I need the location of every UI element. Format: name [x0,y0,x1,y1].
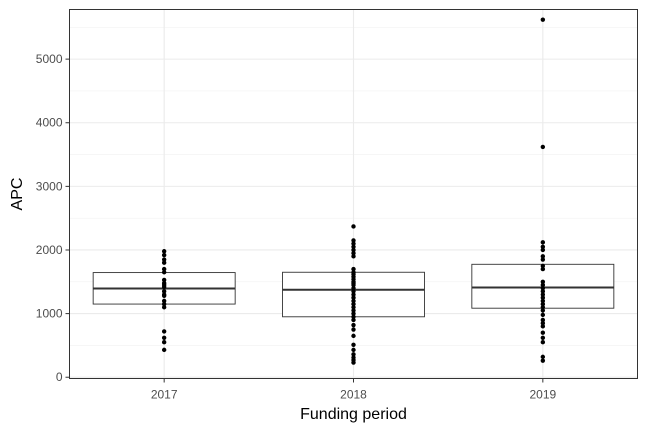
y-tick-label: 1000 [36,307,63,321]
x-tick-label: 2017 [151,388,178,402]
point-2018 [351,224,356,229]
point-2019 [540,295,546,300]
point-2017 [161,289,167,294]
point-2019 [540,285,546,291]
point-2019 [540,305,546,310]
point-2018 [351,311,356,316]
point-2019 [540,240,546,245]
point-2019 [540,320,546,326]
point-2019 [540,317,546,323]
point-2019 [540,298,546,304]
point-2019 [540,247,546,253]
point-2018 [351,347,356,353]
point-2018 [351,247,356,253]
y-axis-title: APC [9,178,26,211]
point-2017 [161,277,167,283]
point-2017 [161,280,167,286]
point-2018 [351,308,356,313]
x-tick-label: 2018 [340,388,367,402]
x-axis-title: Funding period [300,406,407,423]
point-2019 [540,312,546,318]
point-2017 [161,347,167,353]
point-2019 [540,358,546,363]
point-2019 [540,330,546,335]
point-2018 [351,244,356,250]
point-2018 [351,301,356,307]
point-2017 [161,301,167,307]
point-2017 [161,260,167,265]
point-2019 [540,301,546,307]
point-2019 [540,144,546,150]
point-2019 [540,257,546,262]
point-2018 [351,314,356,319]
point-2018 [351,292,356,297]
point-2019 [540,289,546,294]
point-2017 [161,266,167,272]
point-2018 [351,266,356,272]
point-2018 [351,305,356,310]
point-2018 [351,241,356,246]
point-2018 [351,250,356,256]
point-2017 [161,329,167,334]
point-2018 [351,342,356,347]
point-2018 [351,238,356,243]
point-2019 [540,254,546,259]
x-tick-label: 2019 [529,388,556,402]
point-2019 [540,266,546,272]
point-2019 [540,335,546,340]
y-axis: 0 1000 2000 3000 4000 5000 [36,52,70,384]
point-2018 [351,298,356,304]
point-2019 [540,354,546,360]
point-2019 [540,292,546,297]
point-2018 [351,254,356,259]
y-tick-label: 2000 [36,243,63,257]
y-tick-label: 0 [56,370,63,384]
point-2018 [351,355,356,360]
point-2018 [351,317,356,323]
y-tick-label: 4000 [36,116,63,130]
point-2018 [351,352,356,357]
point-2019 [540,324,546,329]
point-2018 [351,270,356,275]
y-tick-label: 3000 [36,179,63,193]
points-layer [161,17,546,365]
point-2019 [540,17,546,22]
x-axis: 2017 2018 2019 [151,378,557,402]
point-2018 [351,333,356,339]
point-2017 [161,270,167,275]
point-2019 [540,340,546,345]
point-2019 [540,279,546,284]
point-2018 [351,289,356,294]
point-2018 [351,295,356,300]
point-2017 [161,252,167,258]
point-2017 [161,249,167,254]
point-2017 [161,335,167,340]
point-2018 [351,322,356,328]
point-2019 [540,263,546,269]
point-2018 [351,327,356,332]
point-2018 [351,285,356,291]
point-2017 [161,305,167,310]
point-2019 [540,244,546,250]
y-tick-label: 5000 [36,52,63,66]
point-2019 [540,282,546,288]
point-2017 [161,257,167,262]
point-2017 [161,340,167,345]
point-2019 [540,308,546,313]
point-2017 [161,292,167,297]
point-2017 [161,298,167,304]
